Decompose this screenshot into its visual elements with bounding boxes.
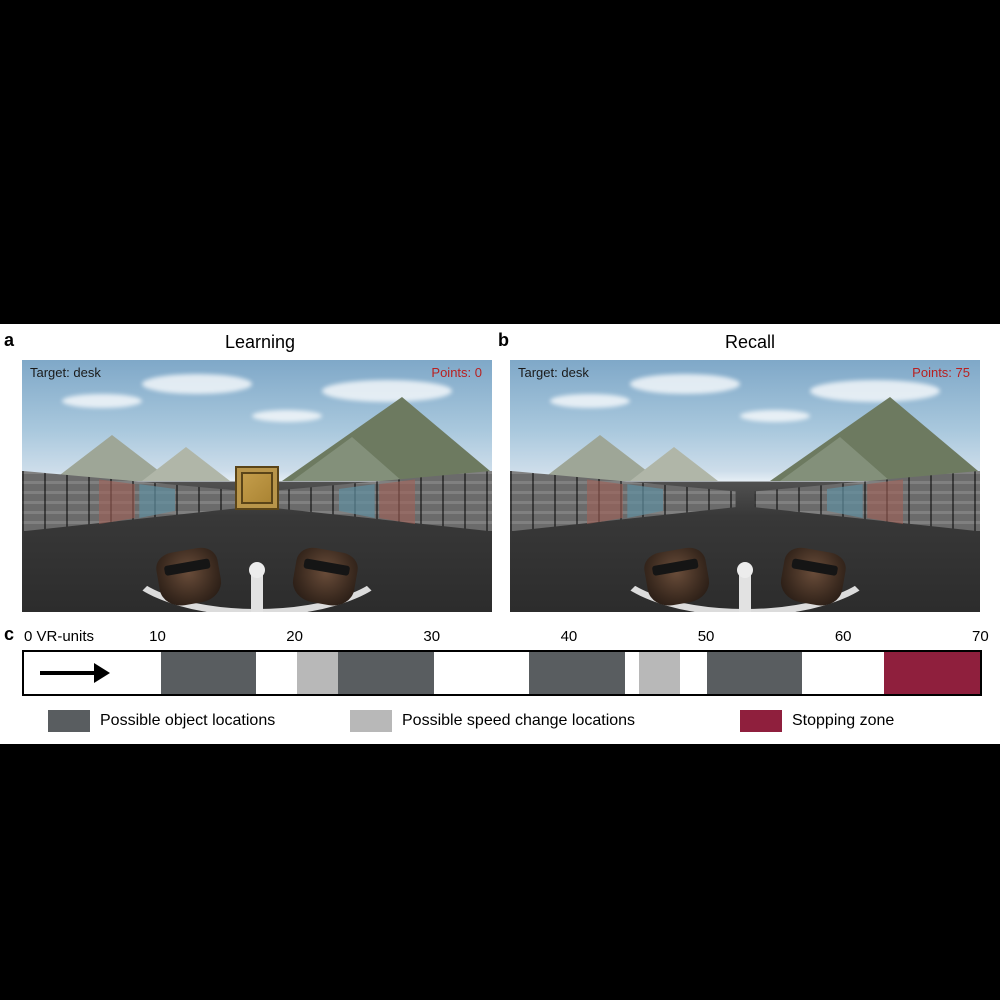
axis-unit-label: 0 VR-units (24, 628, 94, 645)
legend-swatch (48, 710, 90, 732)
hud-points-text: Points: 75 (912, 365, 970, 380)
legend-label: Possible speed change locations (402, 712, 635, 730)
track-zone-object (529, 652, 625, 694)
hud-points-text: Points: 0 (431, 365, 482, 380)
axis-tick: 30 (423, 628, 440, 645)
panel-a-title: Learning (190, 332, 330, 353)
axis-tick: 40 (561, 628, 578, 645)
track-zone-object (338, 652, 434, 694)
vr-scene-learning: Target: desk Points: 0 (22, 360, 492, 612)
panel-b-label: b (498, 330, 509, 351)
target-object-crate (235, 466, 279, 510)
legend-label: Stopping zone (792, 712, 894, 730)
legend-item: Possible object locations (48, 710, 275, 732)
legend-swatch (350, 710, 392, 732)
axis-tick: 60 (835, 628, 852, 645)
panel-a-label: a (4, 330, 14, 351)
direction-arrow-icon (40, 663, 110, 683)
legend-item: Possible speed change locations (350, 710, 635, 732)
axis-tick: 10 (149, 628, 166, 645)
handlebar-icon (92, 536, 422, 612)
track-zone-speed (297, 652, 338, 694)
vr-scene-recall: Target: desk Points: 75 (510, 360, 980, 612)
track-zone-stop (884, 652, 980, 694)
hud-target-text: Target: desk (30, 365, 101, 380)
legend-item: Stopping zone (740, 710, 894, 732)
legend-label: Possible object locations (100, 712, 275, 730)
figure-container: a Learning Target: desk P (0, 324, 1000, 744)
axis-tick: 50 (698, 628, 715, 645)
panel-b-title: Recall (700, 332, 800, 353)
track-zone-object (161, 652, 257, 694)
axis-tick: 70 (972, 628, 989, 645)
handlebar-icon (580, 536, 910, 612)
axis-tick: 20 (286, 628, 303, 645)
track-zone-speed (639, 652, 680, 694)
hud-target-text: Target: desk (518, 365, 589, 380)
track-zone-object (707, 652, 803, 694)
track-bar (22, 650, 982, 696)
legend-swatch (740, 710, 782, 732)
panel-c-label: c (4, 624, 14, 645)
